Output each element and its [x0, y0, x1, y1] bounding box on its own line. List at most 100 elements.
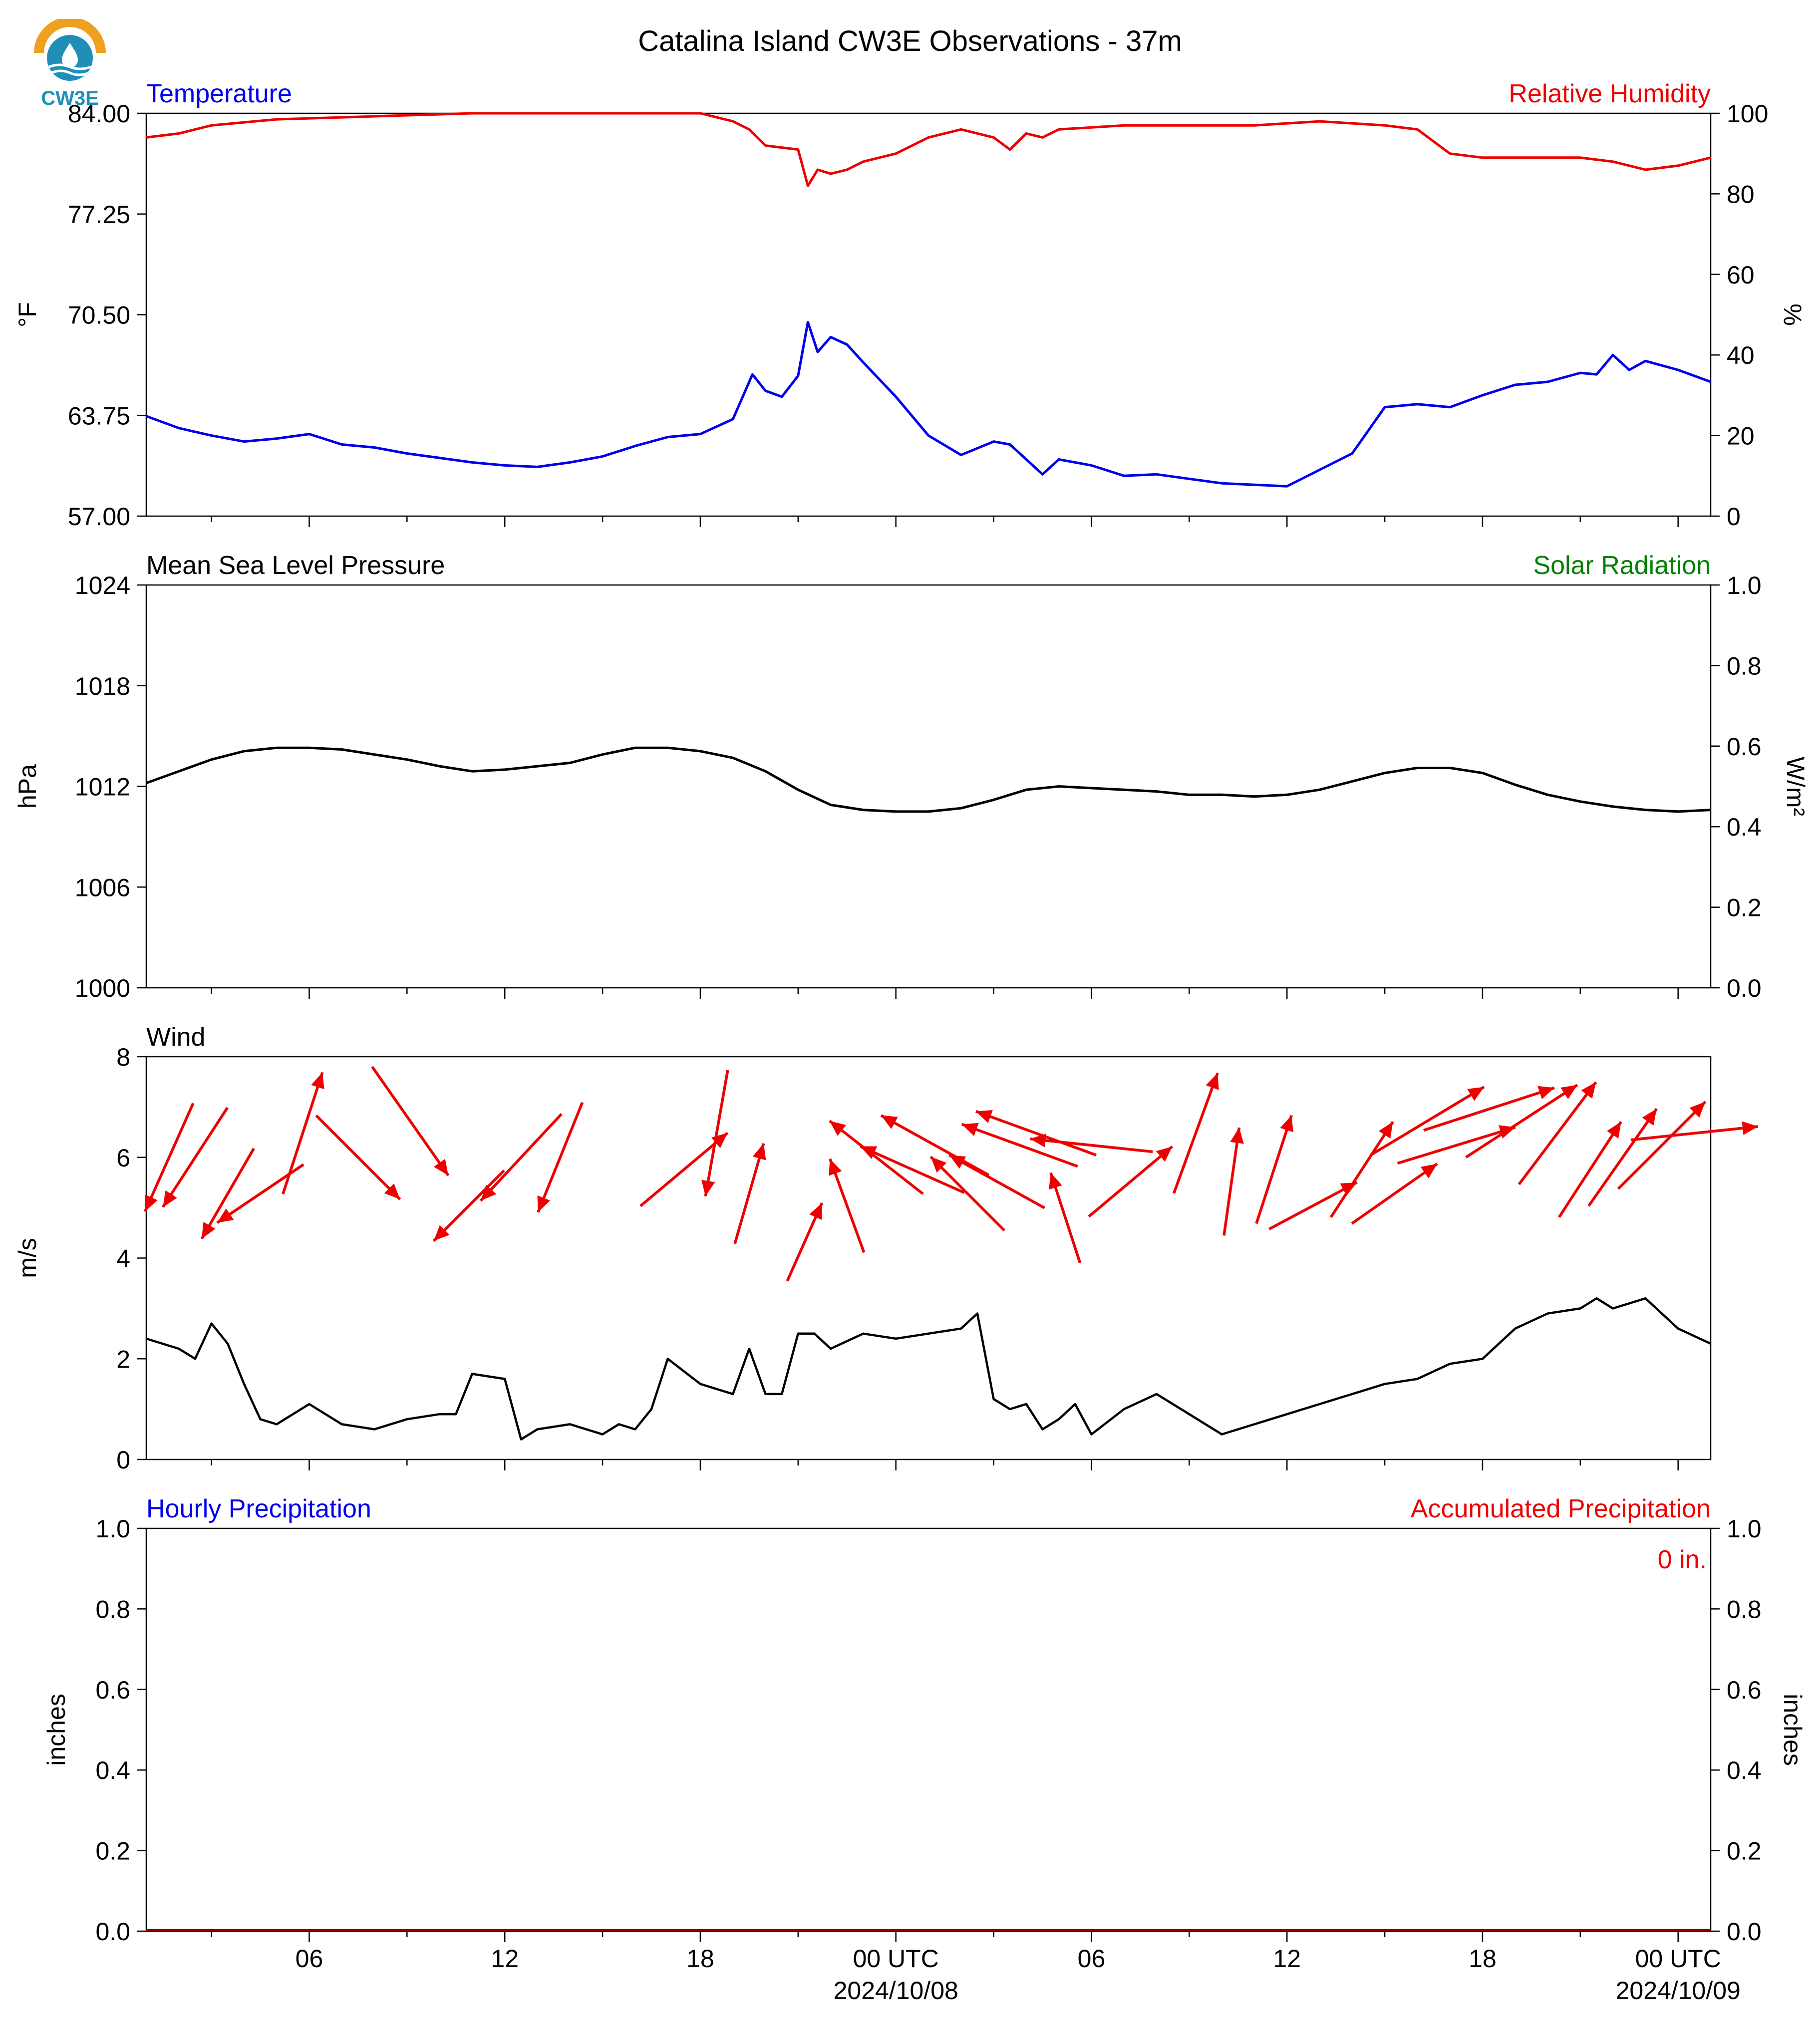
- wind-vector-head: [1420, 1163, 1438, 1178]
- wind-frame: [145, 1056, 1712, 1460]
- wind-vector-shaft: [1369, 1086, 1485, 1157]
- wind-vector-shaft: [1351, 1162, 1438, 1225]
- wind-vector-shaft: [1423, 1086, 1555, 1132]
- cw3e-logo: CW3E: [30, 17, 110, 108]
- date-label: 2024/10/09: [1616, 1977, 1741, 2005]
- wind-left-unit: m/s: [13, 1238, 41, 1278]
- wind-vector-shaft: [479, 1113, 563, 1202]
- cw3e-droplet-logo-icon: [34, 17, 106, 81]
- wind-vector-arrow: [1465, 1084, 1578, 1159]
- wind-vector-head: [809, 1203, 822, 1220]
- pressure-right-tick-label: 1.0: [1727, 572, 1762, 599]
- temperature-series-line: [146, 320, 1711, 488]
- temp-right-tick-label: 80: [1727, 180, 1755, 208]
- wind-vector-shaft: [1049, 1172, 1082, 1264]
- wind-vector-arrow: [1172, 1072, 1219, 1194]
- wind-vector-shaft: [1268, 1181, 1358, 1230]
- wind-vector-arrow: [315, 1114, 401, 1200]
- wind-vector-arrow: [143, 1103, 195, 1212]
- wind-vector-head: [537, 1195, 551, 1212]
- wind-vector-shaft: [1329, 1121, 1394, 1218]
- precip-left-tick-label: 1.0: [95, 1515, 130, 1543]
- wind-left-tick-label: 6: [116, 1144, 130, 1172]
- temp-right-tick-label: 20: [1727, 422, 1755, 450]
- date-label: 2024/10/08: [834, 1977, 958, 2005]
- wind-vector-head: [701, 1179, 715, 1196]
- pressure-right-tick-label: 0.6: [1727, 733, 1762, 761]
- time-tick-label: 18: [686, 1945, 714, 1973]
- pressure-right-tick-label: 0.4: [1727, 813, 1762, 841]
- pressure-left-tick-label: 1024: [75, 572, 130, 599]
- time-tick-label: 12: [1273, 1945, 1301, 1973]
- wind-vector-head: [217, 1208, 234, 1223]
- temp-left-tick-label: 63.75: [68, 402, 130, 430]
- wind-vector-shaft: [1222, 1127, 1241, 1236]
- temp-panel: 84.00 77.25 70.50 63.75 57.00 100 80 60 40 20 0 Tem…: [13, 79, 1807, 531]
- precip-left-tick-label: 0.0: [95, 1918, 130, 1946]
- logo-text: CW3E: [41, 87, 99, 109]
- wind-vector-shaft: [282, 1072, 324, 1195]
- wind-vector-head: [1280, 1115, 1293, 1133]
- pressure-right-unit: W/m²: [1782, 757, 1810, 816]
- precip-left-tick-label: 0.8: [95, 1595, 130, 1623]
- wind-vector-head: [1642, 1109, 1657, 1126]
- wind-vector-head: [1378, 1122, 1393, 1139]
- pressure-right-tick-label: 0.0: [1727, 974, 1762, 1002]
- wind-vector-shaft: [704, 1070, 729, 1197]
- wind-vector-arrow: [929, 1156, 1006, 1232]
- wind-vector-head: [961, 1123, 979, 1136]
- wind-vector-head: [829, 1121, 846, 1136]
- wind-vector-shaft: [860, 1145, 965, 1194]
- wind-vector-arrow: [1268, 1181, 1358, 1230]
- wind-vector-arrow: [880, 1114, 990, 1176]
- wind-vector-arrow: [975, 1110, 1097, 1157]
- wind-vector-head: [1467, 1087, 1484, 1101]
- wind-vector-shaft: [1617, 1101, 1707, 1190]
- wind-vector-arrow: [1351, 1162, 1438, 1225]
- wind-vector-arrow: [1255, 1115, 1293, 1224]
- wind-vector-shaft: [161, 1107, 229, 1208]
- wind-vector-head: [433, 1159, 449, 1176]
- wind-vector-head: [829, 1159, 842, 1176]
- pressure-left-tick-label: 1012: [75, 773, 130, 801]
- precip-right-tick-label: 0.2: [1727, 1837, 1762, 1865]
- pressure-left-unit: hPa: [13, 764, 41, 809]
- wind-vector-shaft: [432, 1169, 505, 1242]
- wind-vector-arrow: [701, 1070, 729, 1197]
- wind-vector-shaft: [961, 1123, 1078, 1168]
- wind-vector-shaft: [1587, 1108, 1658, 1207]
- wind-vector-shaft: [880, 1114, 990, 1176]
- precip-frame: [145, 1527, 1712, 1932]
- wind-vector-arrow: [1517, 1081, 1597, 1185]
- wind-vector-shaft: [829, 1158, 866, 1253]
- wind-vector-arrow: [537, 1102, 584, 1213]
- time-tick-label: 06: [1078, 1945, 1106, 1973]
- pressure-right-tick-label: 0.8: [1727, 652, 1762, 680]
- wind-vector-shaft: [1517, 1081, 1597, 1185]
- wind-vector-head: [860, 1146, 878, 1159]
- wind-vector-shaft: [948, 1154, 1045, 1209]
- wind-vector-arrow: [1222, 1127, 1244, 1236]
- wind-vector-shaft: [371, 1066, 450, 1176]
- precip-right-tick-label: 0.4: [1727, 1756, 1762, 1784]
- pressure-panel: 1024 1018 1012 1006 1000 1.0 0.8 0.6 0.4 0.2 0.0 Me…: [13, 551, 1810, 1002]
- wind-vector-arrow: [829, 1158, 866, 1253]
- wind-vector-head: [1537, 1086, 1555, 1100]
- humidity-series-line: [146, 112, 1711, 187]
- wind-vector-shaft: [315, 1114, 401, 1200]
- pressure-left-tick-label: 1000: [75, 974, 130, 1002]
- temp-left-unit: °F: [13, 302, 41, 327]
- pressure-right-title: Solar Radiation: [1533, 551, 1711, 580]
- wind-vector-arrow: [1030, 1134, 1153, 1154]
- precip-right-tick-label: 0.6: [1727, 1676, 1762, 1704]
- wind-vector-arrow: [1587, 1108, 1658, 1207]
- precip-left-title: Hourly Precipitation: [146, 1494, 371, 1523]
- precip-right-title: Accumulated Precipitation: [1411, 1494, 1711, 1523]
- wind-vector-arrow: [432, 1169, 505, 1242]
- wind-vector-head: [1156, 1146, 1173, 1162]
- wind-vector-arrow: [948, 1154, 1045, 1209]
- wind-vector-head: [384, 1183, 400, 1199]
- wind-vector-shaft: [200, 1148, 255, 1240]
- wind-speed-series-line: [146, 1297, 1711, 1441]
- wind-vector-head: [1581, 1082, 1596, 1099]
